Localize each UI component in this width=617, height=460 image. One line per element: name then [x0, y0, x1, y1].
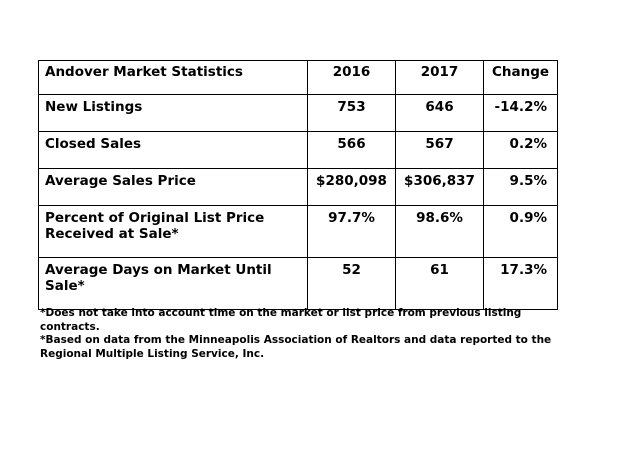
- footnote: *Based on data from the Minneapolis Asso…: [40, 334, 552, 360]
- cell-change: 9.5%: [483, 168, 558, 206]
- row-label: Average Sales Price: [38, 168, 308, 206]
- table-row: Average Days on Market Until Sale* 52 61…: [38, 257, 558, 310]
- footnotes: *Does not take into account time on the …: [40, 307, 560, 361]
- cell-2016: 753: [307, 94, 396, 132]
- column-header-change: Change: [483, 60, 558, 95]
- cell-2016: 566: [307, 131, 396, 169]
- table-row: Percent of Original List Price Received …: [38, 205, 558, 258]
- cell-2017: 567: [395, 131, 484, 169]
- row-label: Closed Sales: [38, 131, 308, 169]
- cell-2016: 97.7%: [307, 205, 396, 258]
- column-header-2016: 2016: [307, 60, 396, 95]
- cell-change: 17.3%: [483, 257, 558, 310]
- row-label: New Listings: [38, 94, 308, 132]
- cell-2016: 52: [307, 257, 396, 310]
- row-label: Average Days on Market Until Sale*: [38, 257, 308, 310]
- footnote: *Does not take into account time on the …: [40, 307, 522, 333]
- cell-2016: $280,098: [307, 168, 396, 206]
- column-header-2017: 2017: [395, 60, 484, 95]
- table-row: Average Sales Price $280,098 $306,837 9.…: [38, 168, 558, 206]
- cell-2017: 646: [395, 94, 484, 132]
- cell-change: -14.2%: [483, 94, 558, 132]
- table-row: New Listings 753 646 -14.2%: [38, 94, 558, 132]
- cell-2017: 61: [395, 257, 484, 310]
- cell-2017: $306,837: [395, 168, 484, 206]
- cell-change: 0.9%: [483, 205, 558, 258]
- cell-change: 0.2%: [483, 131, 558, 169]
- table-row: Closed Sales 566 567 0.2%: [38, 131, 558, 169]
- cell-2017: 98.6%: [395, 205, 484, 258]
- table-title: Andover Market Statistics: [38, 60, 308, 95]
- table-header-row: Andover Market Statistics 2016 2017 Chan…: [38, 60, 558, 95]
- market-statistics-table: Andover Market Statistics 2016 2017 Chan…: [38, 60, 558, 310]
- row-label: Percent of Original List Price Received …: [38, 205, 308, 258]
